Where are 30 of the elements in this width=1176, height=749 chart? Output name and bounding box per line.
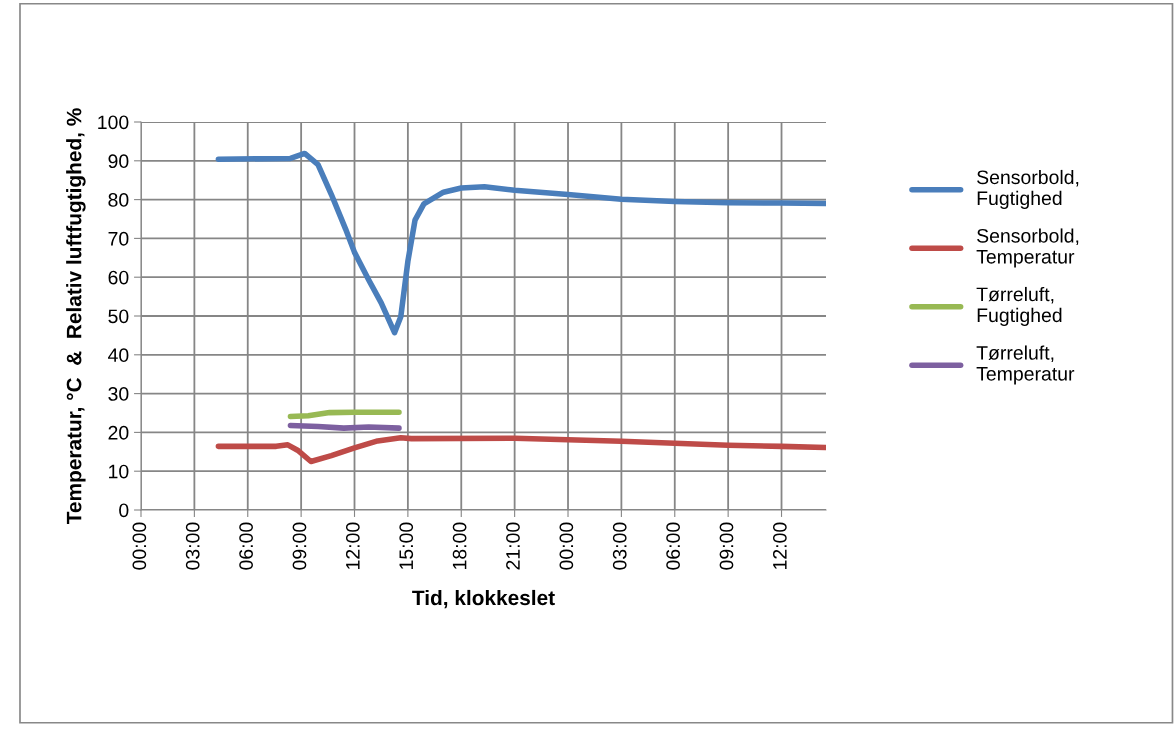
x-tick-label: 06:00 bbox=[666, 522, 680, 570]
x-tick-label: 09:00 bbox=[719, 522, 734, 570]
x-tick-label: 18:00 bbox=[452, 522, 467, 569]
x-tick-label: 00:00 bbox=[132, 522, 147, 570]
y-tick-label: 40 bbox=[108, 348, 129, 363]
x-tick-label: 12:00 bbox=[772, 522, 787, 569]
legend-label: Sensorbold, Temperatur bbox=[976, 228, 1079, 268]
x-tick-label: 06:00 bbox=[239, 522, 253, 570]
x-tick-label: 21:00 bbox=[506, 522, 520, 570]
y-tick-label: 10 bbox=[109, 464, 129, 479]
y-tick-label: 30 bbox=[108, 387, 129, 401]
y-tick-label: 0 bbox=[119, 503, 129, 518]
y-tick-label: 60 bbox=[108, 270, 129, 285]
y-tick-label: 80 bbox=[108, 193, 129, 207]
y-tick-label: 50 bbox=[108, 309, 129, 324]
legend-label: Tørreluft, Fugtighed bbox=[976, 286, 1062, 326]
y-axis-title: Temperatur, °C & Relativ luftfugtighed, % bbox=[66, 108, 86, 525]
y-tick-label: 70 bbox=[108, 231, 129, 246]
x-axis-title: Tid, klokkeslet bbox=[412, 589, 555, 609]
x-tick-label: 00:00 bbox=[559, 522, 574, 570]
legend-label: Sensorbold, Fugtighed bbox=[977, 169, 1079, 209]
y-tick-label: 20 bbox=[108, 425, 129, 440]
x-tick-label: 12:00 bbox=[345, 522, 360, 569]
x-tick-label: 15:00 bbox=[399, 522, 414, 569]
y-tick-label: 100 bbox=[98, 115, 129, 130]
x-tick-label: 09:00 bbox=[292, 522, 307, 570]
x-tick-label: 03:00 bbox=[185, 522, 200, 570]
legend-label: Tørreluft, Temperatur bbox=[976, 345, 1075, 385]
y-tick-label: 90 bbox=[108, 154, 129, 169]
x-tick-label: 03:00 bbox=[612, 522, 627, 570]
